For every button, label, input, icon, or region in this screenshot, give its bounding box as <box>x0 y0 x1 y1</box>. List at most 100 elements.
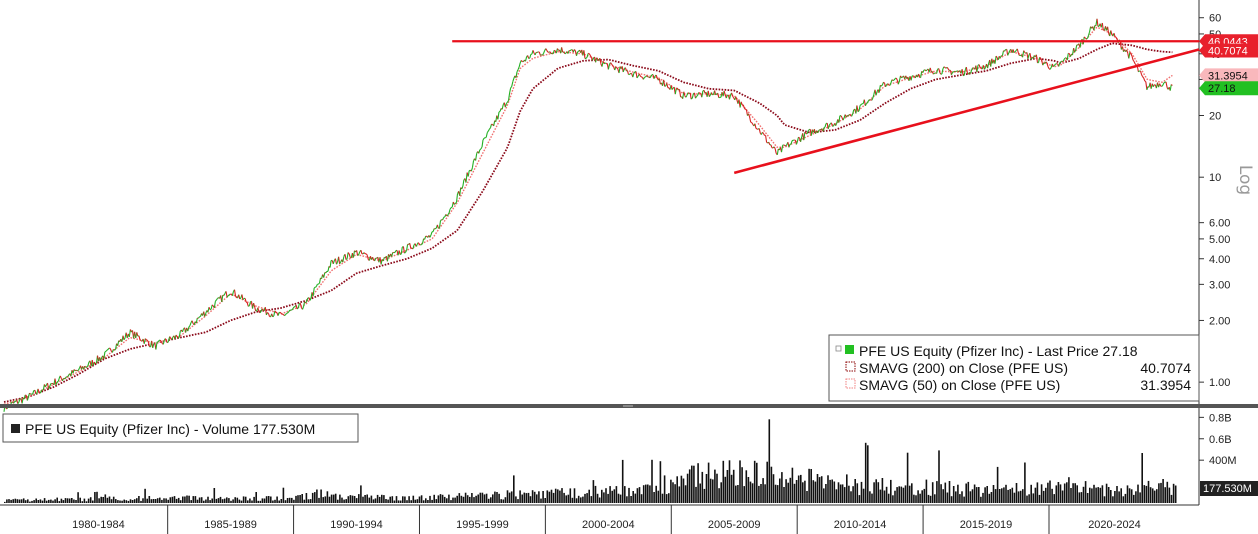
volume-bar <box>259 500 262 503</box>
price-segment <box>279 311 282 314</box>
price-segment <box>585 56 588 59</box>
legend-marker-price <box>845 345 854 354</box>
price-segment <box>475 153 478 161</box>
price-segment <box>742 104 745 109</box>
volume-bar <box>843 487 846 503</box>
volume-bar <box>582 496 584 503</box>
price-segment <box>970 69 973 74</box>
volume-bar <box>609 486 611 503</box>
price-segment <box>436 224 439 229</box>
volume-bar <box>1149 487 1152 503</box>
price-segment <box>510 86 513 89</box>
price-segment <box>146 339 149 343</box>
volume-bar <box>902 487 905 503</box>
price-segment <box>1162 82 1165 86</box>
price-segment <box>136 332 139 337</box>
price-segment <box>470 167 473 172</box>
price-segment <box>286 312 288 315</box>
volume-bar <box>309 499 312 503</box>
volume-bar <box>387 499 389 503</box>
volume-bar <box>171 496 174 503</box>
price-segment <box>292 306 295 309</box>
volume-bar <box>127 500 130 503</box>
volume-bar <box>988 493 991 503</box>
price-segment <box>497 111 500 120</box>
volume-bar <box>1051 488 1053 503</box>
volume-bar <box>133 499 136 503</box>
price-segment <box>725 95 728 99</box>
price-segment <box>842 117 845 121</box>
price-segment <box>336 261 338 265</box>
volume-bar <box>435 499 438 503</box>
volume-bar <box>663 475 666 503</box>
volume-bars <box>4 419 1177 503</box>
volume-bar <box>636 488 639 503</box>
price-segment <box>963 69 966 76</box>
volume-bar <box>594 485 597 503</box>
volume-bar <box>617 493 620 503</box>
volume-bar <box>8 499 10 503</box>
volume-bar <box>412 495 415 503</box>
volume-bar <box>485 493 488 503</box>
volume-bar <box>833 481 836 503</box>
volume-bar <box>364 495 366 503</box>
volume-bar <box>827 475 829 503</box>
volume-bar <box>1063 483 1066 503</box>
price-segment <box>785 144 788 147</box>
volume-bar <box>831 479 833 503</box>
price-segment <box>215 298 218 301</box>
price-segment <box>817 130 820 134</box>
volume-bar <box>659 461 662 503</box>
price-segment <box>887 83 890 86</box>
price-segment <box>947 68 950 71</box>
price-segment <box>144 338 147 341</box>
price-segment <box>344 254 347 260</box>
volume-bar <box>372 499 375 503</box>
price-segment <box>770 144 773 148</box>
volume-bar <box>234 497 236 503</box>
price-segment <box>318 282 320 285</box>
price-segment <box>233 289 237 297</box>
volume-bar <box>496 492 498 503</box>
price-segment <box>917 73 921 78</box>
price-segment <box>761 131 764 134</box>
volume-bar <box>255 492 257 503</box>
price-segment <box>181 328 185 333</box>
volume-bar <box>732 469 735 503</box>
price-segment <box>1039 56 1042 59</box>
volume-bar <box>542 491 544 503</box>
price-segment <box>152 343 155 348</box>
volume-bar <box>670 479 672 503</box>
price-segment <box>103 351 106 359</box>
price-segment <box>731 92 734 97</box>
price-segment <box>893 78 896 81</box>
price-segment <box>529 54 532 59</box>
volume-bar <box>521 494 523 503</box>
volume-bar <box>502 499 505 503</box>
volume-bar <box>410 500 412 503</box>
volume-bar <box>927 494 930 503</box>
price-segment <box>11 401 13 404</box>
price-segment <box>622 68 625 73</box>
price-segment <box>313 286 316 289</box>
price-segment <box>755 127 758 130</box>
volume-bar <box>519 490 521 503</box>
volume-bar <box>680 475 683 503</box>
price-segment <box>332 260 335 264</box>
volume-bar <box>1040 484 1043 503</box>
price-segment <box>191 320 194 324</box>
price-panel: 6050403020106.005.004.003.002.001.00 Log… <box>3 0 1258 412</box>
price-segment <box>1062 59 1065 62</box>
price-segment <box>880 84 883 87</box>
price-segment <box>671 87 674 90</box>
volume-bar <box>978 487 980 503</box>
volume-bar <box>1128 488 1131 503</box>
volume-bar <box>1101 485 1104 503</box>
price-segment <box>693 92 697 99</box>
x-tick-label: 1990-1994 <box>330 519 383 531</box>
x-tick-label: 1995-1999 <box>456 519 509 531</box>
volume-bar <box>43 498 46 503</box>
volume-bar <box>385 499 387 503</box>
volume-bar <box>179 500 182 503</box>
